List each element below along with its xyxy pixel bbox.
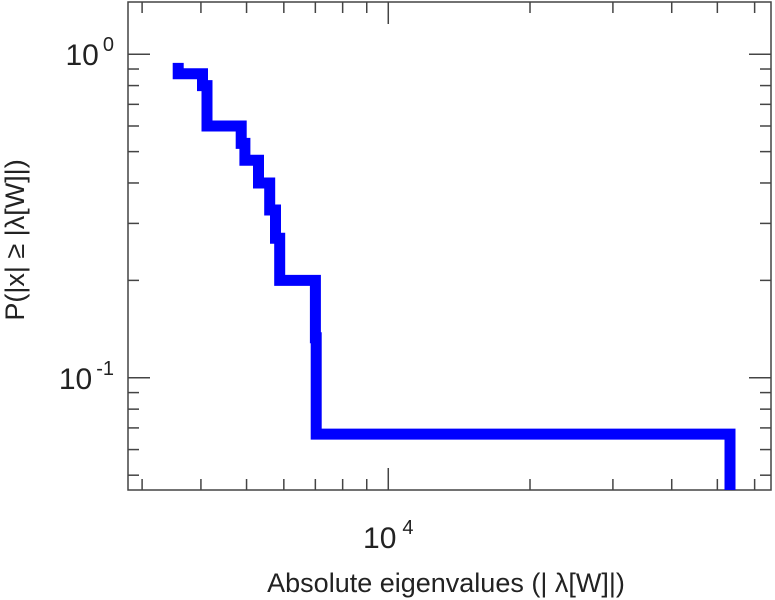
plot-frame <box>127 1 772 491</box>
tick-labels: 10 0 10 -1 10 4 <box>59 34 414 555</box>
y-tick-label: 10 -1 <box>59 358 114 396</box>
ticks <box>128 2 771 490</box>
y-axis-title: P(|x| ≥ |λ[W]|) <box>0 159 30 320</box>
y-tick-label: 10 0 <box>66 34 115 72</box>
series-layer <box>172 62 736 490</box>
x-axis-title: Absolute eigenvalues (| λ[W]|) <box>267 568 625 598</box>
x-tick-label: 10 4 <box>363 517 414 555</box>
series-line-0 <box>172 62 736 490</box>
